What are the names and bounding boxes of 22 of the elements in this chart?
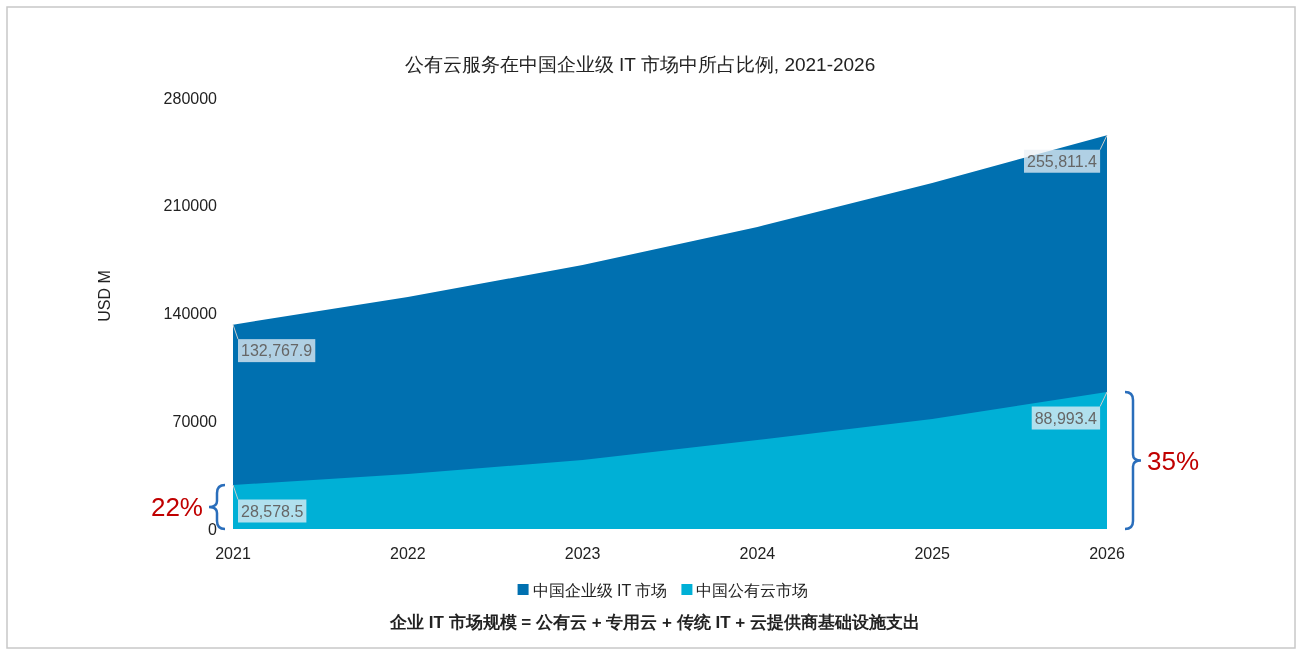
y-axis-title: USD M (96, 270, 113, 322)
data-label: 132,767.9 (241, 342, 313, 360)
data-label: 255,811.4 (1027, 152, 1098, 170)
x-tick-label: 2021 (215, 545, 251, 562)
y-tick-label: 70000 (172, 412, 218, 430)
x-tick-label: 2024 (739, 545, 776, 562)
annotation: 22% (150, 492, 203, 522)
y-tick-label: 210000 (163, 197, 218, 215)
data-label: 28,578.5 (241, 502, 304, 520)
x-tick-label: 2023 (564, 545, 601, 562)
text: 企业 IT 市场规模 = 公有云 + 专用云 + 传统 IT + 云提供商基础设施支出 (389, 613, 920, 632)
annotation: 35% (1147, 445, 1200, 476)
x-tick-label: 2025 (914, 545, 951, 562)
y-tick-label: 280000 (163, 89, 218, 107)
y-tick-label: 140000 (163, 305, 218, 322)
legend-label: 中国公有云市场 (696, 581, 809, 599)
data-label: 88,993.4 (1034, 409, 1098, 427)
y-tick-label: 0 (208, 520, 218, 538)
x-tick-label: 2022 (390, 545, 426, 562)
x-tick-label: 2026 (1089, 545, 1125, 562)
chart-title: 公有云服务在中国企业级 IT 市场中所占比例, 2021-2026 (404, 54, 876, 75)
legend-label: 中国企业级 IT 市场 (532, 581, 668, 599)
